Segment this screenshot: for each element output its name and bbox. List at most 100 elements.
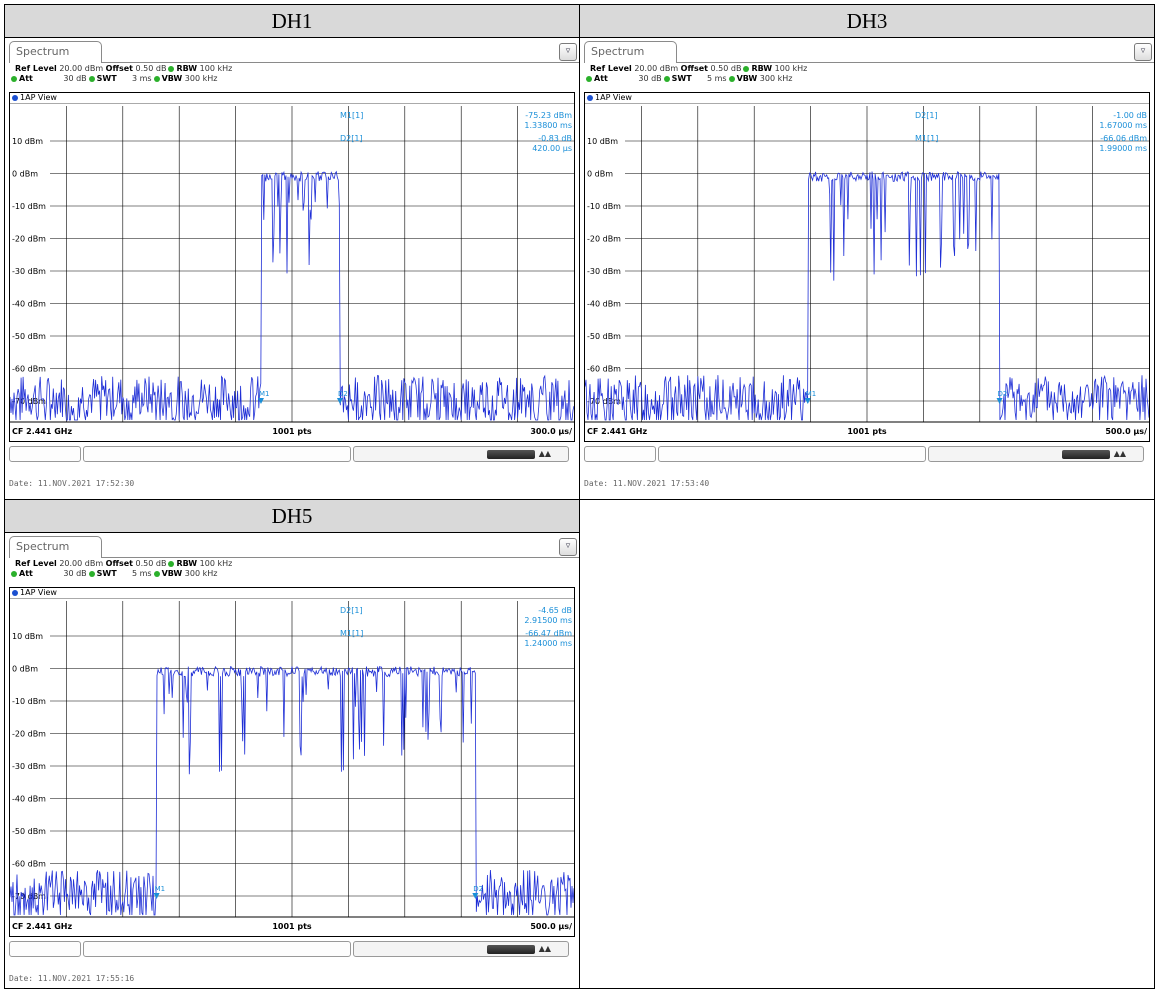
rbw-label: RBW: [176, 64, 198, 73]
y-tick-label: -50 dBm: [587, 332, 621, 341]
cell-title: DH5: [5, 500, 579, 533]
marker-time: 1.99000 ms: [1099, 144, 1147, 153]
status-field[interactable]: [353, 446, 569, 462]
status-field[interactable]: [83, 446, 351, 462]
offset-value: 0.50 dB: [710, 64, 742, 73]
marker-triangle-icon: [153, 893, 160, 899]
y-tick-label: -10 dBm: [12, 697, 46, 706]
marker-label: M1: [806, 390, 817, 398]
status-dot-icon: [168, 65, 175, 72]
center-frequency: CF 2.441 GHz: [12, 427, 72, 436]
vbw-value: 300 kHz: [759, 74, 793, 83]
y-tick-label: -40 dBm: [12, 300, 46, 309]
y-tick-label: -30 dBm: [587, 267, 621, 276]
spectrum-panel: Spectrum ▿ Ref Level 20.00 dBm Offset 0.50…: [584, 39, 1154, 499]
y-tick-label: -60 dBm: [587, 365, 621, 374]
marker-triangle-icon: [257, 398, 264, 404]
swt-label: SWT: [671, 74, 692, 83]
spectrum-panel: Spectrum ▿ Ref Level 20.00 dBm Offset 0.50…: [9, 534, 579, 988]
vbw-label: VBW: [161, 74, 183, 83]
spectrum-panel: Spectrum ▿ Ref Level 20.00 dBm Offset 0.50…: [9, 39, 579, 499]
y-tick-label: -40 dBm: [587, 300, 621, 309]
date-stamp: Date: 11.NOV.2021 17:55:16: [9, 974, 135, 983]
status-field[interactable]: [353, 941, 569, 957]
ref-level-value: 20.00 dBm: [59, 559, 104, 568]
vbw-value: 300 kHz: [184, 569, 218, 578]
status-dot-icon: [11, 570, 17, 577]
vbw-value: 300 kHz: [184, 74, 218, 83]
progress-bar-icon: [487, 945, 535, 954]
spectrum-tab[interactable]: Spectrum: [9, 536, 102, 558]
instrument-status-icon: ▲▲: [538, 944, 551, 953]
vbw-label: VBW: [161, 569, 183, 578]
y-tick-label: 0 dBm: [587, 170, 613, 179]
marker-label: D2: [473, 885, 483, 893]
status-bar: ▲▲: [9, 939, 575, 959]
ref-level-value: 20.00 dBm: [59, 64, 104, 73]
cell-dh3: DH3 Spectrum ▿ Ref Level 20.00 dBm Offset …: [579, 4, 1155, 500]
rbw-label: RBW: [176, 559, 198, 568]
y-tick-label: 0 dBm: [12, 170, 38, 179]
trace-line: [10, 170, 574, 421]
status-dot-icon: [11, 75, 17, 82]
spectrum-tab[interactable]: Spectrum: [9, 41, 102, 63]
status-field[interactable]: [928, 446, 1144, 462]
status-dot-icon: [586, 75, 592, 82]
status-field[interactable]: [658, 446, 926, 462]
trace-line: [10, 665, 574, 916]
spectrum-tab[interactable]: Spectrum: [584, 41, 677, 63]
date-stamp: Date: 11.NOV.2021 17:53:40: [584, 479, 710, 488]
marker-value: -66.06 dBm: [1100, 134, 1147, 143]
spectrum-plot: 10 dBm 0 dBm -10 dBm -20 dBm -30 dBm -40 dBm -…: [585, 106, 1149, 436]
swt-value: 5 ms: [131, 569, 152, 578]
marker-time: 1.33800 ms: [524, 121, 572, 130]
status-dot-icon: [743, 65, 750, 72]
att-value: 30 dB: [63, 74, 87, 83]
trace-dot-icon: [12, 95, 18, 101]
spectrum-plot: 10 dBm 0 dBm -10 dBm -20 dBm -30 dBm -40 dBm -…: [10, 106, 574, 436]
marker-label: M1: [155, 885, 166, 893]
status-field[interactable]: [584, 446, 656, 462]
status-field[interactable]: [83, 941, 351, 957]
rbw-value: 100 kHz: [199, 64, 233, 73]
ref-level-label: Ref Level: [15, 559, 57, 568]
trace-view[interactable]: 1AP View 10 dBm 0 dBm -10 dBm -20 dBm -30 dBm…: [9, 587, 575, 937]
offset-label: Offset: [680, 64, 708, 73]
status-dot-icon: [728, 75, 735, 82]
att-label: Att: [19, 569, 33, 578]
tab-divider: [102, 557, 579, 558]
ref-level-label: Ref Level: [15, 64, 57, 73]
display-config-icon[interactable]: ▿: [1134, 43, 1152, 61]
progress-bar-icon: [1062, 450, 1110, 459]
display-config-icon[interactable]: ▿: [559, 538, 577, 556]
y-tick-label: -20 dBm: [12, 730, 46, 739]
offset-label: Offset: [105, 64, 133, 73]
status-field[interactable]: [9, 941, 81, 957]
y-tick-label: -20 dBm: [12, 235, 46, 244]
y-tick-label: -50 dBm: [12, 332, 46, 341]
status-bar: ▲▲: [9, 444, 575, 464]
y-tick-label: 10 dBm: [12, 632, 43, 641]
status-field[interactable]: [9, 446, 81, 462]
marker-value: -0.83 dB: [538, 134, 572, 143]
spectrum-plot: 10 dBm 0 dBm -10 dBm -20 dBm -30 dBm -40 dBm -…: [10, 601, 574, 931]
marker-time: 2.91500 ms: [524, 616, 572, 625]
display-config-icon[interactable]: ▿: [559, 43, 577, 61]
settings-row-2: Att 30 dB SWT 3 ms VBW 300 kHz: [9, 74, 217, 84]
marker-triangle-icon: [996, 398, 1003, 404]
y-tick-label: -40 dBm: [12, 795, 46, 804]
instrument-status-icon: ▲▲: [538, 449, 551, 458]
marker-value: -1.00 dB: [1113, 111, 1147, 120]
view-name: 1AP View: [595, 93, 632, 102]
view-name: 1AP View: [20, 93, 57, 102]
trace-view[interactable]: 1AP View 10 dBm 0 dBm -10 dBm -20 dBm -30 dBm…: [9, 92, 575, 442]
trace-view[interactable]: 1AP View 10 dBm 0 dBm -10 dBm -20 dBm -30 dBm…: [584, 92, 1150, 442]
view-label: 1AP View: [585, 93, 1149, 104]
trace-dot-icon: [12, 590, 18, 596]
y-tick-label: -10 dBm: [12, 202, 46, 211]
att-value: 30 dB: [638, 74, 662, 83]
progress-bar-icon: [487, 450, 535, 459]
marker-triangle-icon: [804, 398, 811, 404]
trace-dot-icon: [587, 95, 593, 101]
marker-time: 1.67000 ms: [1099, 121, 1147, 130]
